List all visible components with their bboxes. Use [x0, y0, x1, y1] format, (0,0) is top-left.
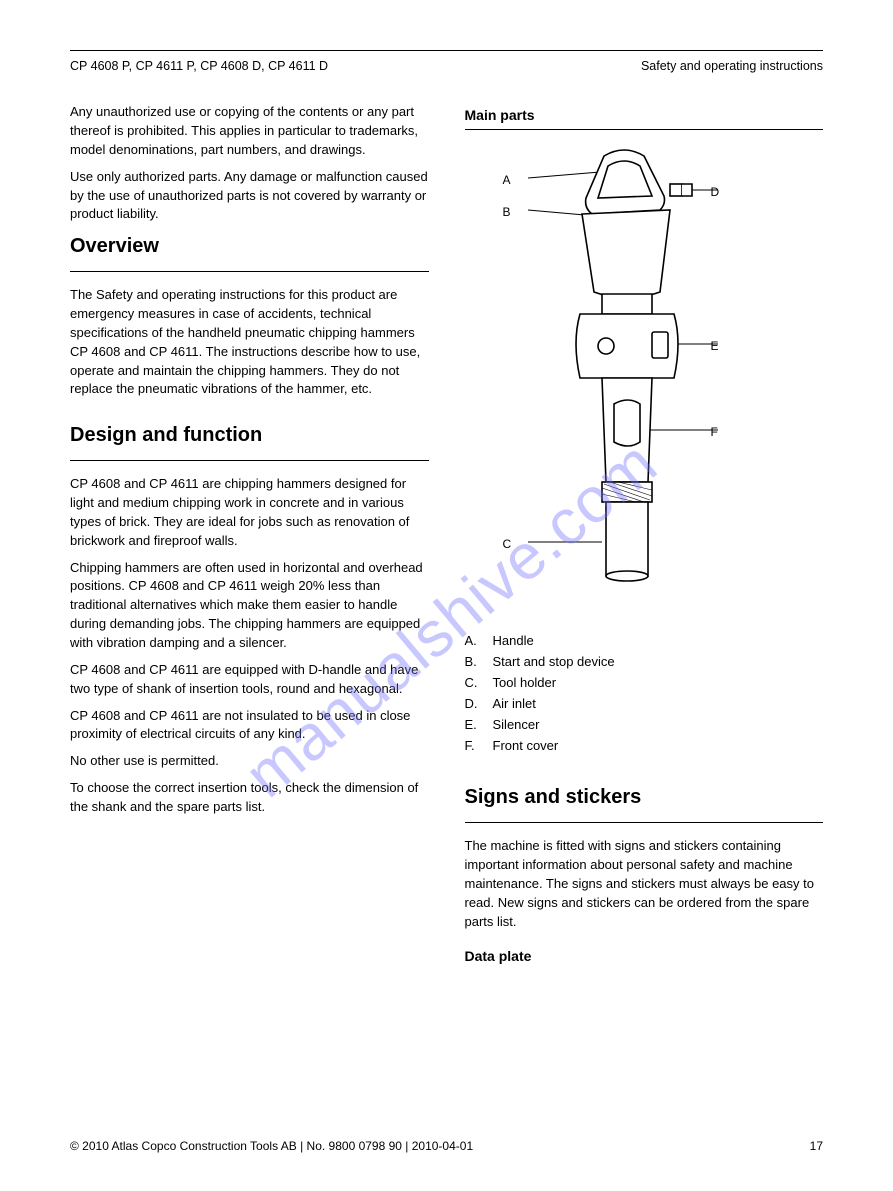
- intro-paragraph: Any unauthorized use or copying of the c…: [70, 103, 429, 160]
- label-e: E: [711, 338, 719, 355]
- right-column: Main parts A B D E F C: [465, 103, 824, 970]
- overview-body: The Safety and operating instructions fo…: [70, 286, 429, 399]
- label-d: D: [711, 184, 720, 201]
- legend-val: Air inlet: [493, 695, 536, 714]
- design-p3: CP 4608 and CP 4611 are equipped with D-…: [70, 661, 429, 699]
- header-left: CP 4608 P, CP 4611 P, CP 4608 D, CP 4611…: [70, 57, 328, 75]
- label-b: B: [503, 204, 511, 221]
- label-f: F: [711, 424, 718, 441]
- legend-val: Silencer: [493, 716, 540, 735]
- legend-val: Tool holder: [493, 674, 557, 693]
- signs-heading: Signs and stickers: [465, 783, 824, 812]
- legend-key: E.: [465, 716, 493, 735]
- left-column: Any unauthorized use or copying of the c…: [70, 103, 429, 970]
- legend-row: F.Front cover: [465, 737, 824, 756]
- overview-heading: Overview: [70, 232, 429, 261]
- signs-body: The machine is fitted with signs and sti…: [465, 837, 824, 931]
- footer-page: 17: [810, 1138, 823, 1155]
- overview-rule: [70, 271, 429, 272]
- design-p4: CP 4608 and CP 4611 are not insulated to…: [70, 707, 429, 745]
- legend-key: F.: [465, 737, 493, 756]
- legend-val: Front cover: [493, 737, 559, 756]
- design-heading: Design and function: [70, 421, 429, 450]
- label-c: C: [503, 536, 512, 553]
- legend-val: Start and stop device: [493, 653, 615, 672]
- design-rule: [70, 460, 429, 461]
- use-note-paragraph: Use only authorized parts. Any damage or…: [70, 168, 429, 225]
- design-p1: CP 4608 and CP 4611 are chipping hammers…: [70, 475, 429, 550]
- legend-row: E.Silencer: [465, 716, 824, 735]
- main-parts-heading: Main parts: [465, 105, 824, 125]
- label-a: A: [503, 172, 511, 189]
- tool-svg: [474, 142, 814, 622]
- legend-key: D.: [465, 695, 493, 714]
- header-right: Safety and operating instructions: [641, 57, 823, 75]
- design-p2: Chipping hammers are often used in horiz…: [70, 559, 429, 653]
- footer-left: © 2010 Atlas Copco Construction Tools AB…: [70, 1138, 473, 1155]
- design-p6: To choose the correct insertion tools, c…: [70, 779, 429, 817]
- signs-rule: [465, 822, 824, 823]
- legend-key: C.: [465, 674, 493, 693]
- legend-key: B.: [465, 653, 493, 672]
- legend-row: C.Tool holder: [465, 674, 824, 693]
- legend-row: A.Handle: [465, 632, 824, 651]
- parts-legend: A.Handle B.Start and stop device C.Tool …: [465, 632, 824, 755]
- design-p5: No other use is permitted.: [70, 752, 429, 771]
- data-plate-heading: Data plate: [465, 946, 824, 966]
- legend-key: A.: [465, 632, 493, 651]
- tool-diagram: A B D E F C: [465, 142, 824, 622]
- legend-row: B.Start and stop device: [465, 653, 824, 672]
- legend-val: Handle: [493, 632, 534, 651]
- main-parts-rule: [465, 129, 824, 130]
- legend-row: D.Air inlet: [465, 695, 824, 714]
